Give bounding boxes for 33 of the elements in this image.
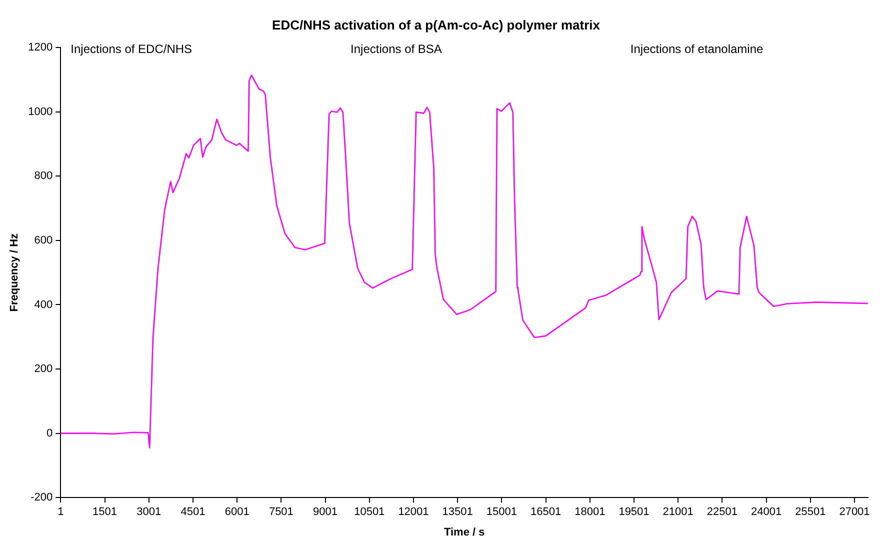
x-tick-label: 4501 <box>180 506 206 518</box>
x-tick-label: 19501 <box>618 506 650 518</box>
y-tick-label: 200 <box>34 363 53 376</box>
x-tick-label: 9001 <box>313 506 338 518</box>
y-tick-label: 0 <box>46 427 53 440</box>
y-tick-label: -200 <box>30 492 53 504</box>
x-tick-label: 18001 <box>574 506 606 518</box>
chart-title: EDC/NHS activation of a p(Am-co-Ac) polymer matrix <box>272 17 601 32</box>
annotation: Injections of etanolamine <box>630 42 764 56</box>
x-tick-label: 13501 <box>442 506 473 518</box>
x-tick-label: 10501 <box>354 506 385 518</box>
y-tick-label: 800 <box>34 170 53 182</box>
x-tick-label: 27001 <box>839 506 870 518</box>
x-tick-label: 12001 <box>398 506 429 518</box>
y-tick-label: 1000 <box>28 106 53 118</box>
annotation: Injections of BSA <box>350 42 442 56</box>
x-tick-label: 22501 <box>706 506 738 518</box>
x-tick-label: 16501 <box>530 506 562 518</box>
y-tick-label: 1200 <box>28 42 53 54</box>
x-tick-label: 15001 <box>486 506 517 518</box>
y-tick-label: 400 <box>34 298 53 311</box>
x-tick-label: 24001 <box>751 506 782 518</box>
x-axis-title: Time / s <box>444 526 485 538</box>
y-axis-title: Frequency / Hz <box>8 232 21 312</box>
x-tick-label: 7501 <box>268 506 294 518</box>
x-tick-label: 1501 <box>92 506 118 518</box>
x-tick-label: 25501 <box>795 506 826 518</box>
x-tick-label: 1 <box>58 506 64 518</box>
x-tick-label: 6001 <box>224 506 250 518</box>
annotation: Injections of EDC/NHS <box>70 42 192 56</box>
y-tick-label: 600 <box>34 234 53 246</box>
x-tick-label: 21001 <box>662 506 694 518</box>
x-tick-label: 3001 <box>136 506 162 518</box>
